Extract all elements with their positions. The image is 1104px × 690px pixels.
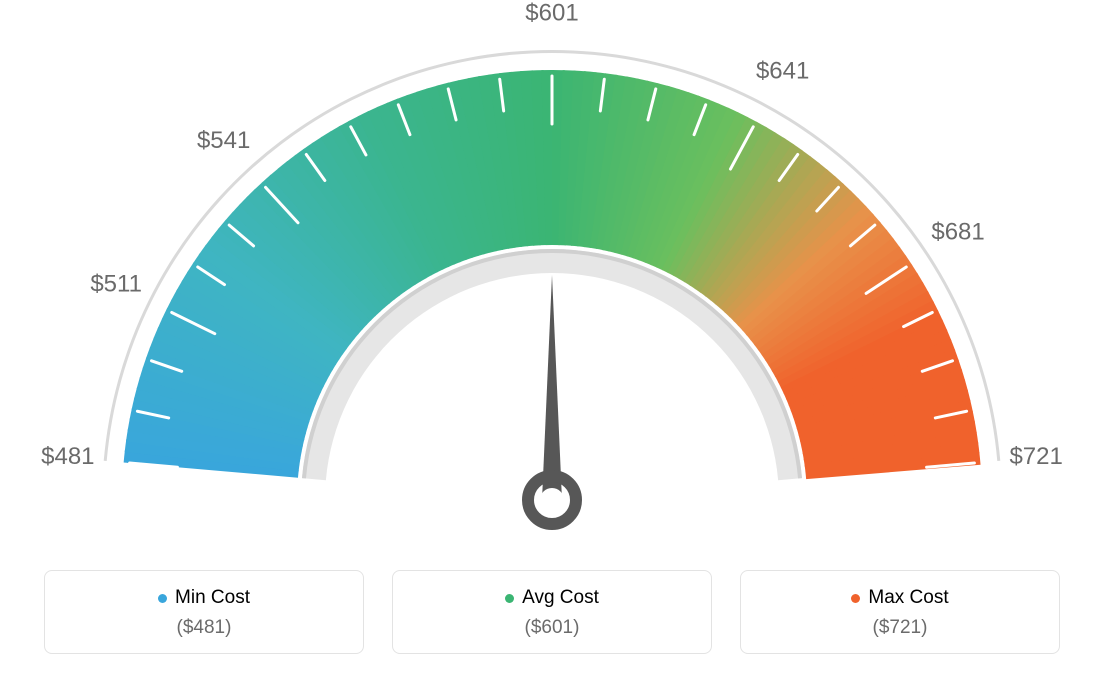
gauge-tick-label: $481 [41, 443, 94, 470]
gauge-tick-label: $641 [756, 58, 809, 85]
legend-card-max: Max Cost ($721) [740, 570, 1060, 654]
gauge-tick-label: $721 [1009, 443, 1062, 470]
legend-value-avg: ($601) [393, 617, 711, 639]
legend-value-max: ($721) [741, 617, 1059, 639]
legend-card-min: Min Cost ($481) [44, 570, 364, 654]
dot-min-icon [158, 594, 167, 603]
legend-title-min: Min Cost [158, 587, 250, 609]
dot-max-icon [851, 594, 860, 603]
gauge-tick-label: $681 [931, 218, 984, 245]
gauge-tick-label: $601 [525, 0, 578, 26]
legend-card-avg: Avg Cost ($601) [392, 570, 712, 654]
gauge-svg: $481 $511 $541 $601 $641 $681 $721 [0, 0, 1104, 560]
legend-row: Min Cost ($481) Avg Cost ($601) Max Cost… [0, 570, 1104, 654]
legend-label-min: Min Cost [175, 587, 250, 609]
legend-label-max: Max Cost [868, 587, 948, 609]
dot-avg-icon [505, 594, 514, 603]
legend-title-avg: Avg Cost [505, 587, 599, 609]
gauge-needle [542, 275, 562, 500]
gauge-chart: $481 $511 $541 $601 $641 $681 $721 [0, 0, 1104, 560]
gauge-tick-label: $511 [90, 270, 142, 297]
legend-label-avg: Avg Cost [522, 587, 599, 609]
gauge-tick-label: $541 [197, 127, 250, 154]
legend-title-max: Max Cost [851, 587, 948, 609]
legend-value-min: ($481) [45, 617, 363, 639]
